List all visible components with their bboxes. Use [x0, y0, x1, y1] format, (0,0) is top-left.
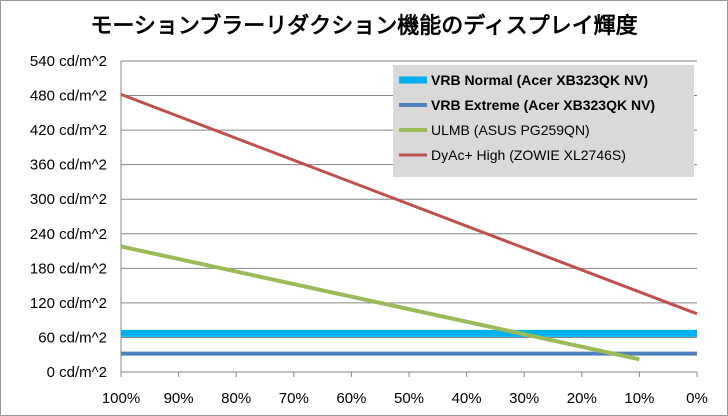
y-tick-label: 360 cd/m^2 [30, 157, 107, 174]
y-tick-label: 120 cd/m^2 [30, 295, 107, 312]
legend-box [393, 65, 694, 177]
x-tick-label: 10% [624, 390, 654, 407]
series-line-3 [120, 244, 640, 362]
y-tick-label: 480 cd/m^2 [30, 88, 107, 105]
legend-label: VRB Normal (Acer XB323QK NV) [431, 72, 648, 88]
x-tick-label: 40% [452, 390, 482, 407]
x-tick-label: 90% [164, 390, 194, 407]
x-tick-label: 30% [509, 390, 539, 407]
y-tick-label: 240 cd/m^2 [30, 226, 107, 243]
x-tick-label: 60% [336, 390, 366, 407]
x-tick-label: 100% [102, 390, 140, 407]
axes [120, 61, 698, 377]
x-tick-label: 50% [394, 390, 424, 407]
x-tick-label: 80% [221, 390, 251, 407]
y-tick-label: 0 cd/m^2 [47, 364, 107, 381]
x-tick-label: 0% [686, 390, 708, 407]
legend-label: DyAc+ High (ZOWIE XL2746S) [431, 147, 626, 163]
series-lines [120, 93, 698, 362]
y-tick-label: 420 cd/m^2 [30, 122, 107, 139]
y-tick-label: 180 cd/m^2 [30, 260, 107, 277]
legend: VRB Normal (Acer XB323QK NV) VRB Extreme … [393, 65, 694, 177]
series-line-4 [120, 93, 698, 316]
legend-label: VRB Extreme (Acer XB323QK NV) [431, 97, 655, 113]
y-tick-labels: 0 cd/m^2 60 cd/m^2 120 cd/m^2 180 cd/m^2 240… [30, 53, 107, 381]
x-tick-labels: 100% 90% 80% 70% 60% 50% 40% 30% 20% 10% 0% [102, 390, 708, 407]
chart-title: モーションブラーリダクション機能のディスプレイ輝度 [90, 14, 638, 39]
y-tick-label: 540 cd/m^2 [30, 53, 107, 70]
y-tick-label: 60 cd/m^2 [38, 329, 107, 346]
x-tick-label: 20% [567, 390, 597, 407]
y-tick-label: 300 cd/m^2 [30, 191, 107, 208]
legend-label: ULMB (ASUS PG259QN) [431, 122, 590, 138]
x-tick-label: 70% [279, 390, 309, 407]
